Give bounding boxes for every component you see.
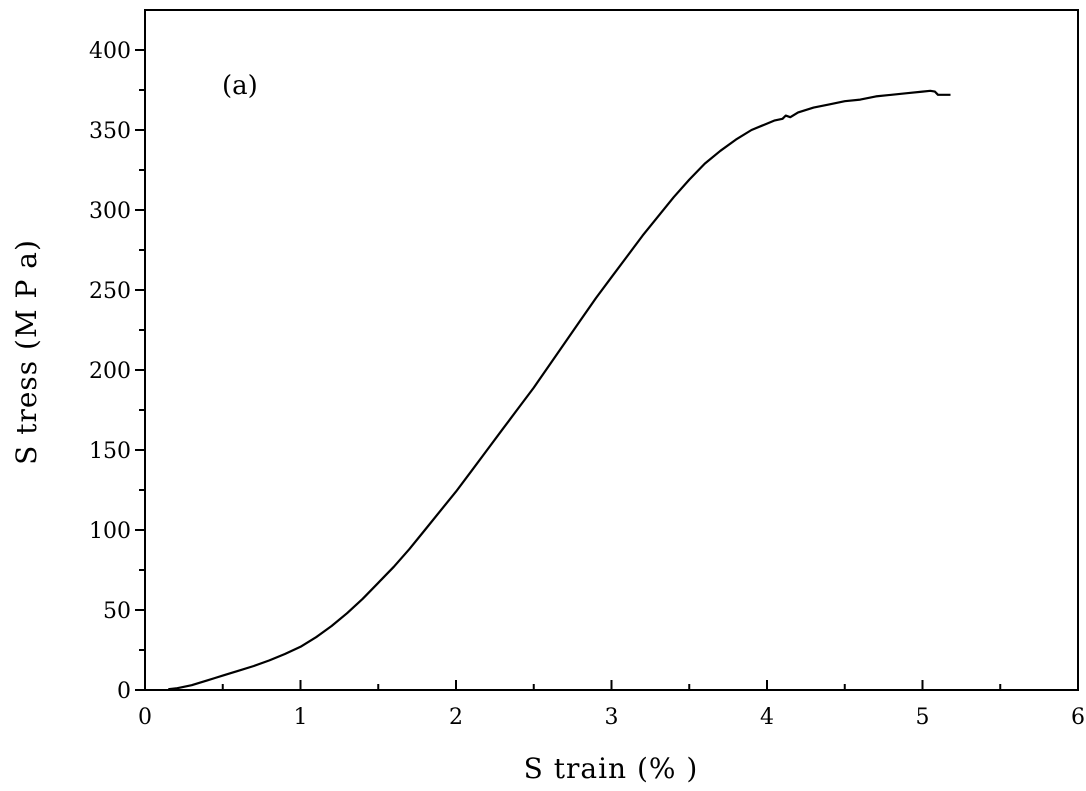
axis-tick-labels: 0 1 2 3 4 5 6 0 50 100 150 200 250 300 350 400 [89,39,1085,730]
y-tick-label: 250 [89,279,131,304]
x-tick-label: 0 [138,705,152,730]
x-tick-label: 4 [760,705,774,730]
y-tick-label: 50 [103,599,131,624]
x-tick-label: 6 [1071,705,1085,730]
y-tick-label: 200 [89,359,131,384]
x-tick-label: 5 [916,705,930,730]
x-tick-label: 3 [605,705,619,730]
y-tick-label: 300 [89,199,131,224]
x-axis-title: S train (% ) [524,752,699,785]
x-tick-label: 2 [449,705,463,730]
plot-frame [144,9,1079,691]
y-tick-label: 350 [89,119,131,144]
x-tick-label: 1 [294,705,308,730]
panel-annotation: (a) [222,71,258,101]
series-line [168,89,951,691]
y-axis-title: S tress (M P a) [10,239,43,465]
y-tick-label: 400 [89,39,131,64]
y-tick-label: 150 [89,439,131,464]
y-tick-label: 0 [117,679,131,704]
y-tick-label: 100 [89,519,131,544]
axis-ticks [135,49,1079,691]
